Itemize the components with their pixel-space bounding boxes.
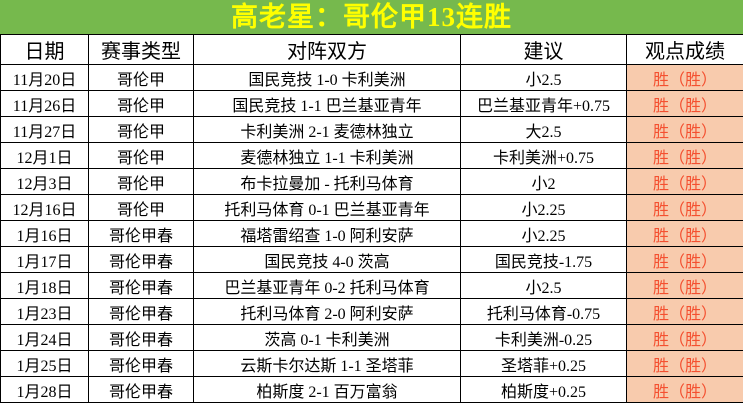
cell-league: 哥伦甲	[88, 116, 194, 143]
cell-date: 1月25日	[0, 350, 89, 377]
cell-league: 哥伦甲春	[88, 376, 194, 403]
cell-date: 1月24日	[0, 324, 89, 351]
cell-date: 11月20日	[0, 64, 89, 91]
cell-result: 胜（胜）	[626, 272, 743, 299]
cell-league: 哥伦甲春	[88, 246, 194, 273]
cell-match: 麦德林独立 1-1 卡利美洲	[193, 142, 461, 169]
cell-league: 哥伦甲春	[88, 350, 194, 377]
table-row: 1月28日 哥伦甲春 柏斯度 2-1 百万富翁 柏斯度+0.25 胜（胜）	[0, 376, 743, 403]
results-table: 日期 赛事类型 对阵双方 建议 观点成绩 11月20日 哥伦甲 国民竞技 1-0 卡…	[0, 34, 743, 403]
cell-match: 国民竞技 1-1 巴兰基亚青年	[193, 90, 461, 117]
cell-match: 托利马体育 2-0 阿利安萨	[193, 298, 461, 325]
cell-result: 胜（胜）	[626, 220, 743, 247]
cell-suggestion: 柏斯度+0.25	[460, 376, 627, 403]
table-row: 11月26日 哥伦甲 国民竞技 1-1 巴兰基亚青年 巴兰基亚青年+0.75 胜（胜）	[0, 90, 743, 117]
cell-result: 胜（胜）	[626, 350, 743, 377]
cell-suggestion: 大2.5	[460, 116, 627, 143]
cell-suggestion: 圣塔菲+0.25	[460, 350, 627, 377]
cell-match: 国民竞技 1-0 卡利美洲	[193, 64, 461, 91]
cell-date: 12月3日	[0, 168, 89, 195]
cell-date: 1月16日	[0, 220, 89, 247]
header-league: 赛事类型	[88, 34, 194, 65]
header-suggestion: 建议	[460, 34, 627, 65]
cell-date: 1月17日	[0, 246, 89, 273]
cell-league: 哥伦甲春	[88, 298, 194, 325]
table-row: 1月24日 哥伦甲春 茨高 0-1 卡利美洲 卡利美洲-0.25 胜（胜）	[0, 324, 743, 351]
cell-match: 福塔雷绍查 1-0 阿利安萨	[193, 220, 461, 247]
cell-result: 胜（胜）	[626, 324, 743, 351]
table-row: 1月17日 哥伦甲春 国民竞技 4-0 茨高 国民竞技-1.75 胜（胜）	[0, 246, 743, 273]
cell-match: 茨高 0-1 卡利美洲	[193, 324, 461, 351]
cell-match: 巴兰基亚青年 0-2 托利马体育	[193, 272, 461, 299]
table-row: 12月16日 哥伦甲 托利马体育 0-1 巴兰基亚青年 小2.25 胜（胜）	[0, 194, 743, 221]
cell-date: 1月23日	[0, 298, 89, 325]
cell-match: 卡利美洲 2-1 麦德林独立	[193, 116, 461, 143]
title-bar: 高老星：哥伦甲13连胜	[0, 0, 743, 34]
cell-suggestion: 巴兰基亚青年+0.75	[460, 90, 627, 117]
cell-date: 1月18日	[0, 272, 89, 299]
cell-match: 托利马体育 0-1 巴兰基亚青年	[193, 194, 461, 221]
cell-date: 11月27日	[0, 116, 89, 143]
cell-date: 11月26日	[0, 90, 89, 117]
cell-suggestion: 小2.5	[460, 272, 627, 299]
cell-result: 胜（胜）	[626, 376, 743, 403]
header-row: 日期 赛事类型 对阵双方 建议 观点成绩	[0, 34, 743, 65]
cell-league: 哥伦甲春	[88, 272, 194, 299]
cell-match: 柏斯度 2-1 百万富翁	[193, 376, 461, 403]
cell-result: 胜（胜）	[626, 116, 743, 143]
cell-suggestion: 小2	[460, 168, 627, 195]
cell-suggestion: 小2.25	[460, 194, 627, 221]
cell-result: 胜（胜）	[626, 246, 743, 273]
cell-result: 胜（胜）	[626, 90, 743, 117]
cell-match: 云斯卡尔达斯 1-1 圣塔菲	[193, 350, 461, 377]
cell-match: 国民竞技 4-0 茨高	[193, 246, 461, 273]
table-row: 12月1日 哥伦甲 麦德林独立 1-1 卡利美洲 卡利美洲+0.75 胜（胜）	[0, 142, 743, 169]
header-match: 对阵双方	[193, 34, 461, 65]
table-body: 11月20日 哥伦甲 国民竞技 1-0 卡利美洲 小2.5 胜（胜） 11月26日 哥伦甲国…	[0, 64, 743, 403]
table-row: 11月20日 哥伦甲 国民竞技 1-0 卡利美洲 小2.5 胜（胜）	[0, 64, 743, 91]
table-row: 1月16日 哥伦甲春 福塔雷绍查 1-0 阿利安萨 小2.25 胜（胜）	[0, 220, 743, 247]
cell-league: 哥伦甲春	[88, 220, 194, 247]
cell-league: 哥伦甲	[88, 142, 194, 169]
cell-suggestion: 小2.25	[460, 220, 627, 247]
cell-result: 胜（胜）	[626, 194, 743, 221]
cell-suggestion: 卡利美洲+0.75	[460, 142, 627, 169]
cell-result: 胜（胜）	[626, 168, 743, 195]
cell-date: 12月16日	[0, 194, 89, 221]
cell-match: 布卡拉曼加 - 托利马体育	[193, 168, 461, 195]
table-row: 1月18日 哥伦甲春 巴兰基亚青年 0-2 托利马体育 小2.5 胜（胜）	[0, 272, 743, 299]
cell-suggestion: 国民竞技-1.75	[460, 246, 627, 273]
cell-date: 1月28日	[0, 376, 89, 403]
cell-league: 哥伦甲	[88, 90, 194, 117]
header-result: 观点成绩	[626, 34, 743, 65]
cell-suggestion: 托利马体育-0.75	[460, 298, 627, 325]
cell-result: 胜（胜）	[626, 64, 743, 91]
table-row: 1月23日 哥伦甲春 托利马体育 2-0 阿利安萨 托利马体育-0.75 胜（胜）	[0, 298, 743, 325]
table-row: 1月25日 哥伦甲春 云斯卡尔达斯 1-1 圣塔菲 圣塔菲+0.25 胜（胜）	[0, 350, 743, 377]
cell-suggestion: 卡利美洲-0.25	[460, 324, 627, 351]
cell-result: 胜（胜）	[626, 298, 743, 325]
header-date: 日期	[0, 34, 89, 65]
cell-league: 哥伦甲	[88, 168, 194, 195]
cell-date: 12月1日	[0, 142, 89, 169]
cell-league: 哥伦甲	[88, 194, 194, 221]
table-row: 11月27日 哥伦甲 卡利美洲 2-1 麦德林独立 大2.5 胜（胜）	[0, 116, 743, 143]
cell-result: 胜（胜）	[626, 142, 743, 169]
cell-suggestion: 小2.5	[460, 64, 627, 91]
page-title: 高老星：哥伦甲13连胜	[231, 1, 512, 32]
cell-league: 哥伦甲	[88, 64, 194, 91]
table-row: 12月3日 哥伦甲 布卡拉曼加 - 托利马体育 小2 胜（胜）	[0, 168, 743, 195]
cell-league: 哥伦甲春	[88, 324, 194, 351]
